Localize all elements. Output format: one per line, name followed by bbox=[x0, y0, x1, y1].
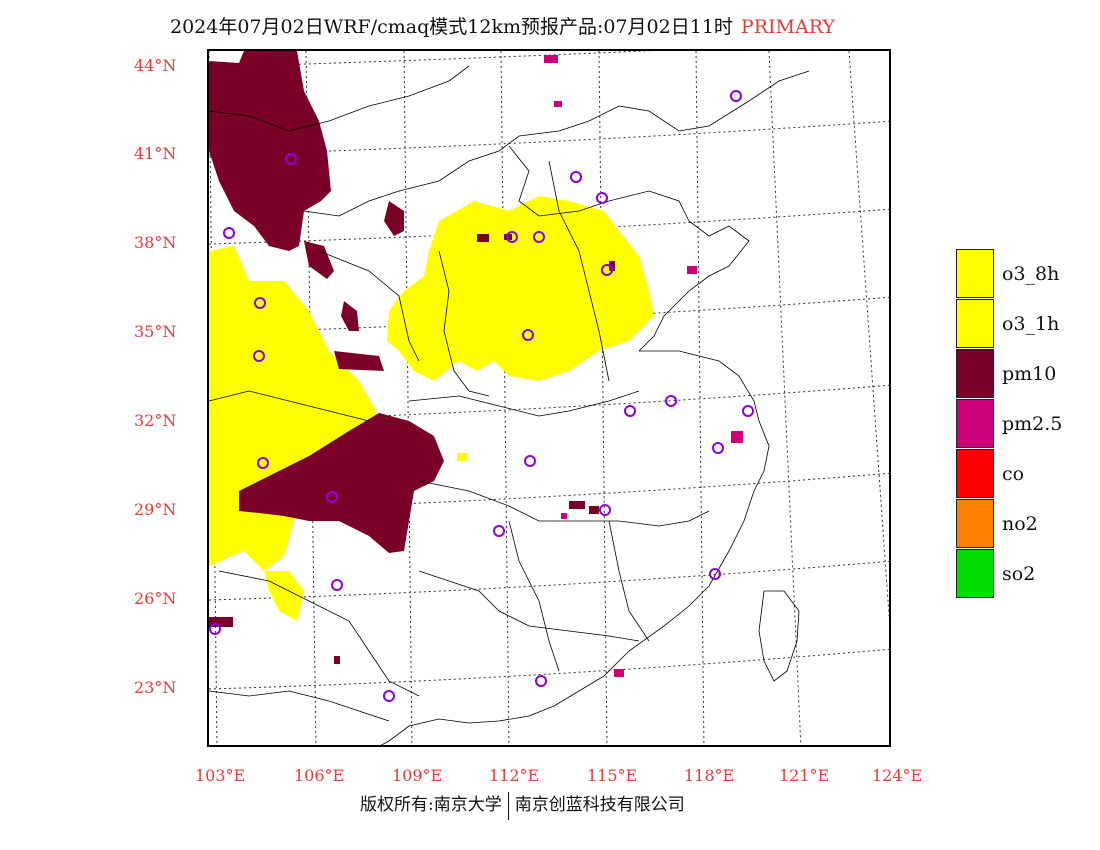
legend-label-o3-1h: o3_1h bbox=[1002, 313, 1060, 335]
map-title: 2024年07月02日WRF/cmaq模式12km预报产品:07月02日11时 P… bbox=[170, 12, 835, 39]
copyright-right: 南京创蓝科技有限公司 bbox=[514, 795, 685, 815]
lat-label-38n: 38°N bbox=[134, 233, 177, 252]
legend-label-pm25: pm2.5 bbox=[1002, 413, 1063, 435]
boundary-lines bbox=[209, 65, 810, 745]
lon-label-109e: 109°E bbox=[392, 766, 443, 785]
copyright-footer: 版权所有:南京大学 南京创蓝科技有限公司 bbox=[360, 790, 685, 820]
legend-swatch-o3-8h bbox=[956, 249, 994, 298]
lon-label-112e: 112°E bbox=[489, 766, 540, 785]
lon-label-121e: 121°E bbox=[779, 766, 830, 785]
legend-swatch-co bbox=[956, 449, 994, 498]
lon-label-103e: 103°E bbox=[195, 766, 246, 785]
primary-tag: PRIMARY bbox=[740, 16, 835, 38]
legend-swatch-o3-1h bbox=[956, 299, 994, 348]
lat-label-23n: 23°N bbox=[134, 678, 177, 697]
pm10-region bbox=[209, 51, 615, 664]
lat-label-32n: 32°N bbox=[134, 411, 177, 430]
map-panel[interactable] bbox=[207, 49, 891, 747]
lat-label-26n: 26°N bbox=[134, 589, 177, 608]
copyright-left: 版权所有:南京大学 bbox=[360, 795, 502, 815]
footer-divider bbox=[507, 791, 509, 820]
lon-label-115e: 115°E bbox=[587, 766, 638, 785]
legend-swatch-pm25 bbox=[956, 399, 994, 448]
legend-swatch-pm10 bbox=[956, 349, 994, 398]
station-markers bbox=[209, 90, 754, 702]
pm25-region bbox=[544, 55, 743, 677]
legend-swatch-so2 bbox=[956, 549, 994, 598]
lon-label-118e: 118°E bbox=[684, 766, 735, 785]
legend-label-o3-8h: o3_8h bbox=[1002, 263, 1060, 285]
legend-label-pm10: pm10 bbox=[1002, 363, 1057, 385]
lat-label-35n: 35°N bbox=[134, 322, 177, 341]
title-text: 2024年07月02日WRF/cmaq模式12km预报产品:07月02日11时 bbox=[170, 16, 733, 38]
legend-label-co: co bbox=[1002, 463, 1025, 485]
lon-label-124e: 124°E bbox=[872, 766, 923, 785]
lat-label-29n: 29°N bbox=[134, 500, 177, 519]
pollution-map bbox=[209, 51, 889, 745]
lat-label-44n: 44°N bbox=[134, 56, 177, 75]
lat-label-41n: 41°N bbox=[134, 144, 177, 163]
legend-swatch-no2 bbox=[956, 499, 994, 548]
lon-label-106e: 106°E bbox=[294, 766, 345, 785]
legend-label-no2: no2 bbox=[1002, 513, 1038, 535]
o3-region bbox=[209, 196, 654, 621]
legend-label-so2: so2 bbox=[1002, 563, 1036, 585]
